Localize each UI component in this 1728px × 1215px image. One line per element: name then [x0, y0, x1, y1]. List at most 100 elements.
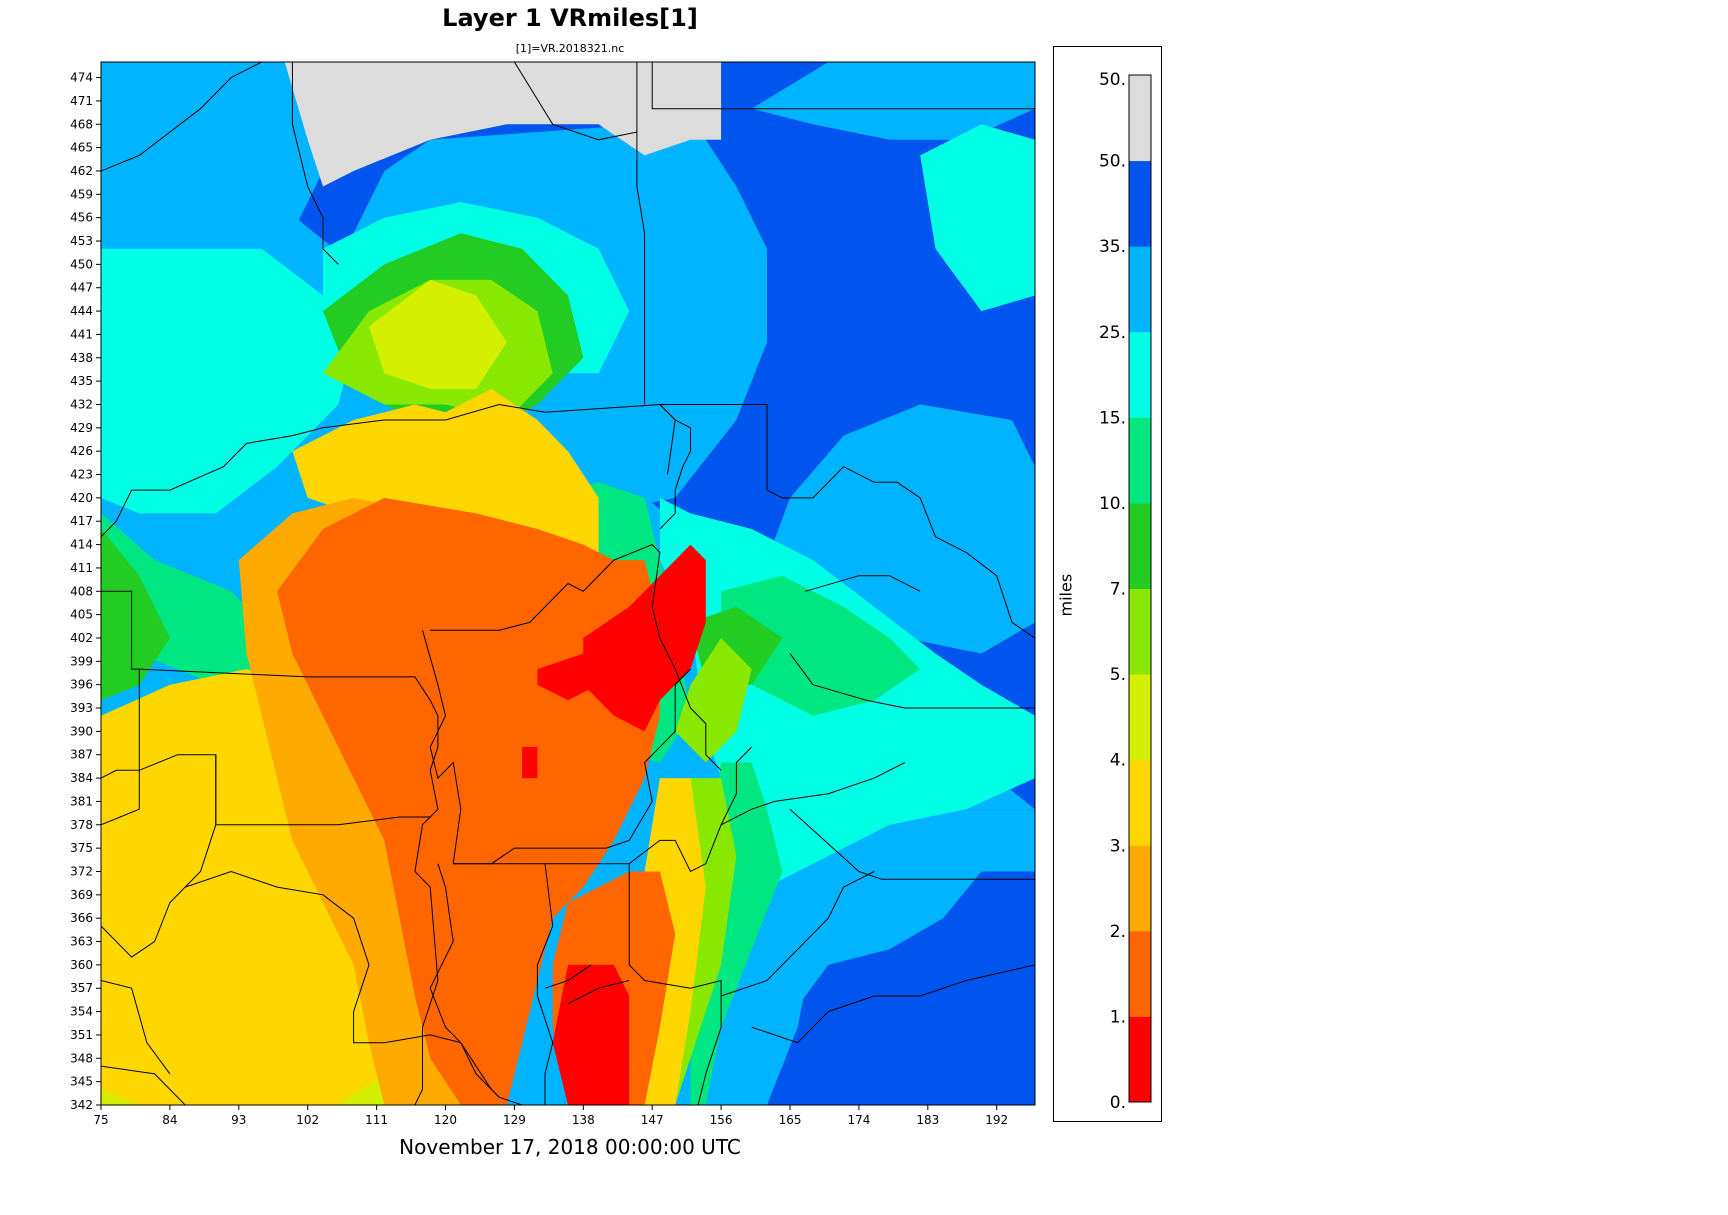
y-tick-label: 447 [70, 281, 93, 295]
heatmap-region [552, 964, 630, 1105]
y-tick-label: 405 [70, 608, 93, 622]
colorbar-units-label: miles [1056, 573, 1076, 617]
x-axis: 75 84 93 102 111 120 129 138 147 156 165 174 183 192 [93, 1105, 1008, 1127]
y-tick-label: 429 [70, 421, 93, 435]
boundary-line [789, 653, 1035, 709]
boundary-line [513, 62, 637, 141]
heatmap-region [277, 497, 660, 1105]
colorbar-swatch [1129, 930, 1151, 1017]
boundary-line [545, 746, 753, 873]
x-tick-label: 102 [296, 1113, 319, 1127]
plot-frame [100, 61, 1036, 1106]
y-tick-label: 360 [70, 958, 93, 972]
colorbar-tick-label: 1. [1110, 1007, 1126, 1027]
heatmap-region [101, 529, 170, 701]
y-tick-label: 345 [70, 1075, 93, 1089]
y-tick-label: 381 [70, 794, 93, 808]
plot-area: 75 84 93 102 111 120 129 138 147 156 165 174 183 192 … [70, 61, 1036, 1127]
boundary-line [751, 964, 1035, 1044]
boundary-line [101, 1065, 186, 1105]
boundary-line [659, 404, 691, 530]
x-tick-label: 138 [572, 1113, 595, 1127]
boundary-line [101, 62, 263, 172]
x-tick-label: 84 [162, 1113, 177, 1127]
boundary-line [659, 404, 1035, 639]
boundary-line [429, 863, 500, 1098]
colorbar-swatch [1129, 759, 1151, 846]
colorbar-swatch [1129, 502, 1151, 589]
heatmap-region [522, 747, 538, 779]
boundary-line [422, 630, 691, 865]
y-tick-label: 363 [70, 935, 93, 949]
heatmap-regions [101, 62, 1035, 1105]
y-tick-label: 465 [70, 141, 93, 155]
boundary-line [720, 762, 906, 826]
y-tick-label: 396 [70, 678, 93, 692]
y-tick-label: 378 [70, 818, 93, 832]
colorbar-tick-label: 0. [1110, 1093, 1126, 1113]
x-tick-label: 183 [916, 1113, 939, 1127]
x-tick-label: 192 [985, 1113, 1008, 1127]
heatmap-region [736, 809, 1035, 1028]
colorbar-tick-label: 35. [1099, 237, 1126, 257]
y-tick-label: 411 [70, 561, 93, 575]
colorbar-tick-label: 50. [1099, 152, 1126, 172]
y-tick-label: 408 [70, 584, 93, 598]
y-tick-label: 342 [70, 1098, 93, 1112]
x-tick-label: 147 [641, 1113, 664, 1127]
y-tick-label: 438 [70, 351, 93, 365]
y-tick-label: 387 [70, 748, 93, 762]
y-tick-label: 468 [70, 117, 93, 131]
colorbar-tick-label: 5. [1110, 665, 1126, 685]
boundary-line [636, 62, 646, 405]
colorbar-legend: 0. 1. 2. 3. 4. 5. 7. 10. 15. 25. 35. 50. 50. [1053, 46, 1162, 1122]
y-tick-label: 420 [70, 491, 93, 505]
y-tick-label: 351 [70, 1028, 93, 1042]
y-tick-label: 444 [70, 304, 93, 318]
heatmap-region [284, 62, 722, 187]
y-tick-label: 399 [70, 654, 93, 668]
y-tick-label: 369 [70, 888, 93, 902]
colorbar-tick-label: 3. [1110, 836, 1126, 856]
chart-title: Layer 1 VRmiles[1] [442, 4, 698, 32]
y-tick-label: 435 [70, 374, 93, 388]
boundary-line [805, 575, 921, 592]
y-axis: 342 345 348 351 354 357 360 363 366 369 372 375 378 3… [70, 71, 101, 1112]
y-tick-label: 471 [70, 94, 93, 108]
y-tick-label: 432 [70, 397, 93, 411]
colorbar-swatch [1129, 75, 1151, 162]
heatmap-region [537, 653, 599, 701]
boundary-line [101, 980, 171, 1075]
x-tick-label: 156 [710, 1113, 733, 1127]
heatmap-region [101, 248, 354, 514]
x-tick-label: 75 [93, 1113, 108, 1127]
x-tick-label: 111 [365, 1113, 388, 1127]
y-tick-label: 474 [70, 71, 93, 85]
colorbar-tick-label: 2. [1110, 922, 1126, 942]
boundary-line [101, 403, 676, 538]
colorbar-tick-label: 10. [1099, 494, 1126, 514]
boundary-line [453, 863, 554, 1105]
colorbar-swatch [1129, 1016, 1151, 1103]
x-tick-label: 174 [847, 1113, 870, 1127]
y-tick-label: 426 [70, 444, 93, 458]
colorbar-tick-label: 15. [1099, 408, 1126, 428]
y-tick-label: 450 [70, 257, 93, 271]
heatmap-region [369, 279, 507, 389]
y-tick-label: 462 [70, 164, 93, 178]
colorbar-tick-label: 7. [1110, 580, 1126, 600]
colorbar-tick-label: 4. [1110, 751, 1126, 771]
y-tick-label: 423 [70, 468, 93, 482]
y-tick-label: 453 [70, 234, 93, 248]
y-tick-label: 354 [70, 1005, 93, 1019]
boundary-line [720, 871, 875, 997]
boundary-line [101, 754, 217, 958]
y-tick-label: 366 [70, 911, 93, 925]
x-tick-label: 120 [434, 1113, 457, 1127]
y-tick-label: 456 [70, 211, 93, 225]
y-tick-label: 402 [70, 631, 93, 645]
y-tick-label: 393 [70, 701, 93, 715]
y-tick-label: 372 [70, 864, 93, 878]
y-tick-label: 348 [70, 1051, 93, 1065]
colorbar-swatch [1129, 674, 1151, 761]
